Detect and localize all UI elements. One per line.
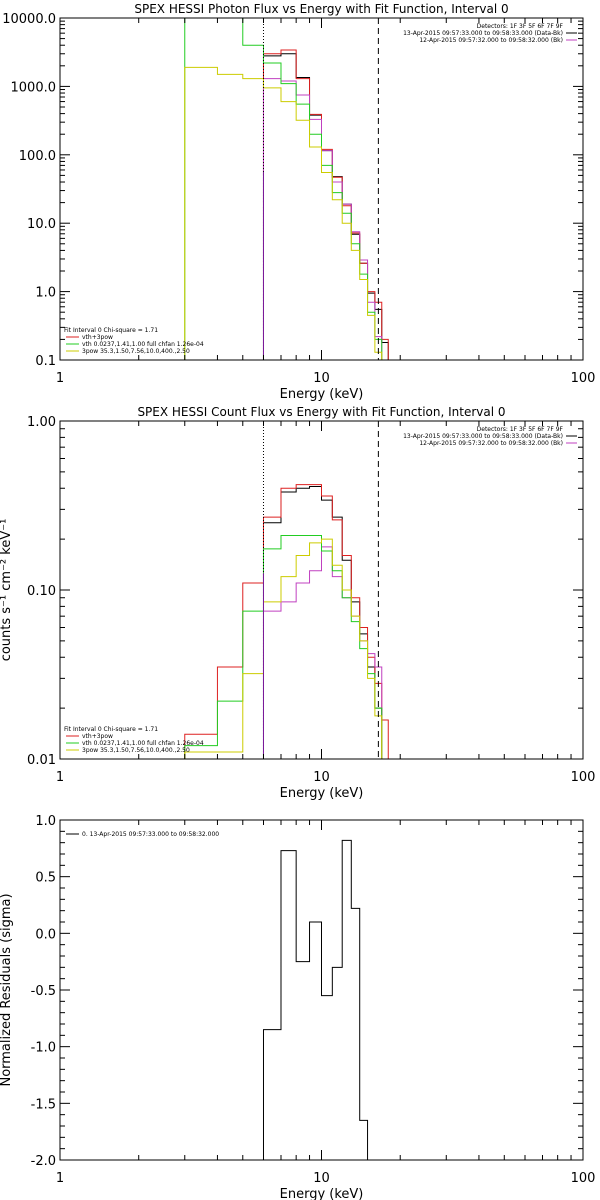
series-line: [184, 484, 389, 759]
x-tick-label: 10: [313, 371, 330, 386]
series-group: [262, 546, 383, 759]
y-tick-label: -1.0: [31, 1041, 56, 1056]
y-tick-label: 10.0: [27, 217, 56, 232]
chart-title: SPEX HESSI Photon Flux vs Energy with Fi…: [134, 2, 508, 16]
series-line: [184, 538, 383, 759]
series-group: [262, 839, 383, 1160]
legend-entry: 0. 13-Apr-2015 09:57:33.000 to 09:58:32.…: [82, 831, 219, 838]
chart-title: SPEX HESSI Count Flux vs Energy with Fit…: [137, 405, 505, 419]
legend-entry: Fit Interval 0 Chi-square = 1.71: [64, 726, 158, 733]
x-axis-label: Energy (keV): [280, 387, 364, 402]
legend-entry: 3pow 35.3,1.50,7.56,10.0,400.,2.50: [82, 348, 190, 355]
x-tick-label: 10: [313, 1171, 330, 1186]
series-line: [184, 18, 383, 360]
header-text: Detectors: 1F 3F 5F 6F 7F 9F: [477, 426, 564, 433]
x-axis-label: Energy (keV): [280, 1187, 364, 1200]
header-text: 13-Apr-2015 09:57:33.000 to 09:58:33.000…: [403, 433, 563, 440]
y-tick-label: 0.5: [35, 871, 56, 886]
header-text: Detectors: 1F 3F 5F 6F 7F 9F: [477, 23, 564, 30]
series-group: [262, 485, 383, 759]
x-tick-label: 1: [56, 770, 64, 785]
x-tick-label: 1: [56, 371, 64, 386]
x-tick-label: 100: [571, 371, 596, 386]
y-tick-label: 1000.0: [11, 80, 57, 95]
y-axis-label: counts s⁻¹ cm⁻² keV⁻¹: [0, 519, 14, 662]
legend-entry: 3pow 35.3,1.50,7.56,10.0,400.,2.50: [82, 747, 190, 754]
series-line: [262, 78, 389, 360]
y-tick-label: 1.0: [35, 814, 56, 829]
y-tick-label: 100.0: [19, 149, 56, 164]
series-line: [184, 535, 383, 759]
y-tick-label: 10000.0: [2, 12, 56, 27]
y-tick-label: 0.0: [35, 927, 56, 942]
y-tick-label: 0.1: [35, 354, 56, 369]
legend-entry: vth+3pow: [82, 334, 113, 341]
header-text: 13-Apr-2015 09:57:33.000 to 09:58:33.000…: [403, 30, 563, 37]
y-tick-label: 1.0: [35, 286, 56, 301]
series-group: [184, 18, 383, 360]
series-line: [262, 546, 383, 759]
legend-entry: vth 0.0237,1.41,1.00 full chfan 1.26e-04: [82, 341, 204, 348]
series-line: [262, 49, 389, 360]
x-tick-label: 100: [571, 770, 596, 785]
series-line: [262, 485, 383, 759]
series-group: [184, 484, 389, 759]
series-group: [262, 78, 389, 360]
plot-frame: [59, 17, 584, 361]
series-line: [262, 839, 383, 1160]
series-group: [184, 535, 383, 759]
series-line: [184, 66, 383, 360]
legend-entry: Fit Interval 0 Chi-square = 1.71: [64, 327, 158, 334]
series-group: [184, 66, 383, 360]
y-tick-label: -0.5: [31, 984, 56, 999]
plot-frame: [59, 420, 584, 760]
y-axis-label: Normalized Residuals (sigma): [0, 893, 14, 1086]
y-tick-label: -2.0: [31, 1154, 56, 1169]
series-line: [262, 53, 389, 360]
series-group: [184, 538, 383, 759]
legend-entry: vth 0.0237,1.41,1.00 full chfan 1.26e-04: [82, 740, 204, 747]
y-tick-label: -1.5: [31, 1097, 56, 1112]
x-tick-label: 10: [313, 770, 330, 785]
legend-entry: vth+3pow: [82, 733, 113, 740]
series-group: [262, 53, 389, 360]
header-text: 12-Apr-2015 09:57:32.000 to 09:58:32.000…: [419, 440, 563, 447]
x-tick-label: 1: [56, 1171, 64, 1186]
header-text: 12-Apr-2015 09:57:32.000 to 09:58:32.000…: [419, 37, 563, 44]
x-axis-label: Energy (keV): [280, 786, 364, 801]
series-group: [262, 49, 389, 360]
y-tick-label: 1.00: [27, 415, 56, 430]
x-tick-label: 100: [571, 1171, 596, 1186]
y-tick-label: 0.01: [27, 753, 56, 768]
y-tick-label: 0.10: [27, 584, 56, 599]
